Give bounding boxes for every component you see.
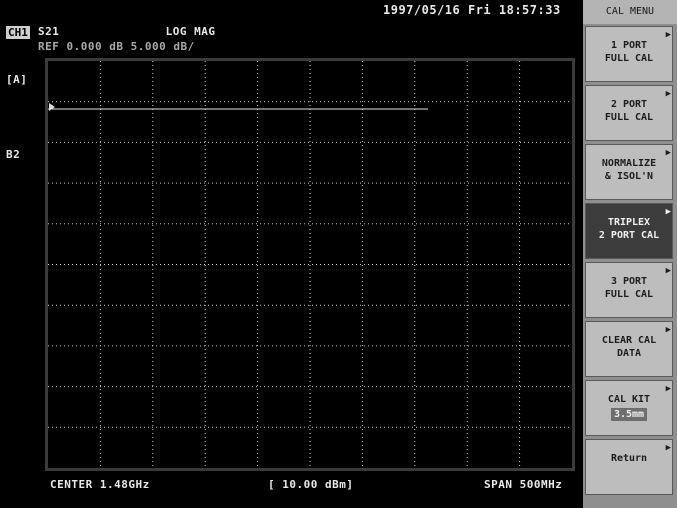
- trace-header: S21 LOG MAG: [38, 25, 215, 38]
- softkey-indicator-icon: ▶: [665, 148, 671, 158]
- softkey-indicator-icon: ▶: [665, 384, 671, 394]
- softkey-cal-kit[interactable]: ▶ CAL KIT 3.5mm: [585, 380, 673, 436]
- trace-a-label: [A]: [6, 73, 28, 86]
- softkey-indicator-icon: ▶: [665, 30, 671, 40]
- softkey-line1: NORMALIZE: [601, 158, 657, 169]
- softkey-indicator-icon: ▶: [665, 325, 671, 335]
- grid-lines: [48, 61, 572, 468]
- power-level-readout: [ 10.00 dBm]: [268, 478, 354, 491]
- softkey-line2: 2 PORT CAL: [598, 230, 660, 241]
- softkey-3-port-full-cal[interactable]: ▶ 3 PORT FULL CAL: [585, 262, 673, 318]
- softkey-panel: CAL MENU ▶ 1 PORT FULL CAL ▶ 2 PORT FULL…: [583, 0, 677, 508]
- softkey-line1: 3 PORT: [610, 276, 648, 287]
- span-readout: SPAN 500MHz: [484, 478, 563, 491]
- reference-scale-readout: REF 0.000 dB 5.000 dB/: [38, 40, 195, 53]
- softkey-line2: & ISOL'N: [604, 171, 654, 182]
- softkey-return[interactable]: ▶ Return: [585, 439, 673, 495]
- softkey-line2: DATA: [616, 348, 642, 359]
- softkey-normalize-isolation[interactable]: ▶ NORMALIZE & ISOL'N: [585, 144, 673, 200]
- softkey-2-port-full-cal[interactable]: ▶ 2 PORT FULL CAL: [585, 85, 673, 141]
- softkey-line1: CLEAR CAL: [601, 335, 657, 346]
- reference-level-marker: [49, 103, 55, 111]
- trace-parameter: S21: [38, 25, 60, 38]
- softkey-line2: FULL CAL: [604, 53, 654, 64]
- softkey-line2: FULL CAL: [604, 112, 654, 123]
- trace-format: LOG MAG: [165, 25, 216, 38]
- softkey-clear-cal-data[interactable]: ▶ CLEAR CAL DATA: [585, 321, 673, 377]
- softkey-indicator-icon: ▶: [665, 89, 671, 99]
- softkey-line1: 2 PORT: [610, 99, 648, 110]
- softkey-line2: 3.5mm: [610, 408, 648, 421]
- softkey-line1: CAL KIT: [607, 394, 651, 405]
- softkey-indicator-icon: ▶: [665, 207, 671, 217]
- softkey-line2: FULL CAL: [604, 289, 654, 300]
- trace-b-label: B2: [6, 148, 21, 161]
- menu-title: CAL MENU: [583, 0, 677, 24]
- datetime-readout: 1997/05/16 Fri 18:57:33: [383, 3, 561, 17]
- center-frequency-readout: CENTER 1.48GHz: [50, 478, 150, 491]
- softkey-indicator-icon: ▶: [665, 266, 671, 276]
- softkey-line1: 1 PORT: [610, 40, 648, 51]
- softkey-line1: TRIPLEX: [607, 217, 651, 228]
- softkey-line1: Return: [610, 453, 648, 464]
- softkey-triplex-2-port-cal[interactable]: ▶ TRIPLEX 2 PORT CAL: [585, 203, 673, 259]
- softkey-indicator-icon: ▶: [665, 443, 671, 453]
- graticule: [45, 58, 575, 471]
- softkey-1-port-full-cal[interactable]: ▶ 1 PORT FULL CAL: [585, 26, 673, 82]
- channel-badge[interactable]: CH1: [6, 26, 30, 39]
